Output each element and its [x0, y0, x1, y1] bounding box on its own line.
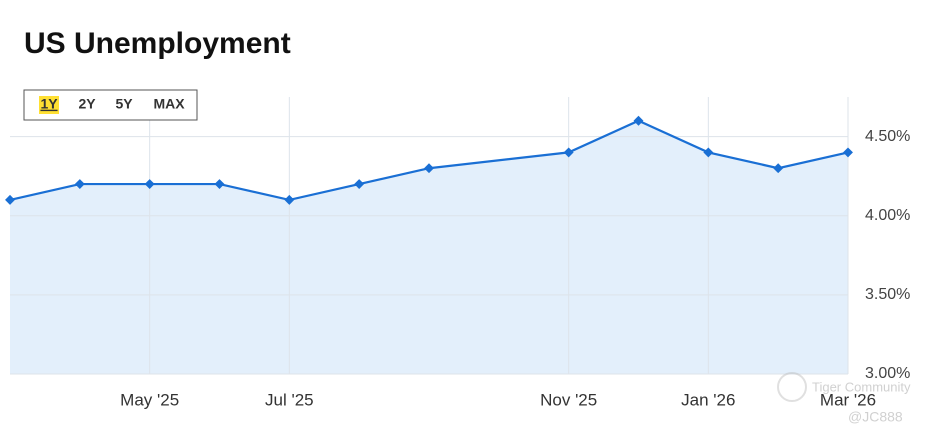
data-point: [633, 115, 644, 126]
watermark-handle: @JC888: [848, 409, 903, 425]
range-button[interactable]: 2Y: [78, 96, 96, 112]
watermark-logo: [777, 372, 807, 402]
y-tick-label: 3.50%: [865, 286, 910, 303]
data-point: [74, 179, 85, 190]
data-point: [5, 194, 15, 205]
plot-area: 3.00% 3.50% 4.00% 4.50% May '25 Jul '25 Nov '2…: [5, 97, 910, 409]
data-point: [703, 147, 714, 158]
data-point: [773, 163, 784, 174]
x-tick-label: Jan '26: [681, 390, 735, 409]
x-tick-label: Jul '25: [265, 390, 314, 409]
chart-title: US Unemployment: [24, 27, 291, 60]
range-highlight: [39, 96, 59, 114]
data-point: [144, 179, 155, 190]
y-tick-label: 4.50%: [865, 128, 910, 145]
watermark-text: Tiger Community: [812, 379, 911, 394]
range-button[interactable]: MAX: [153, 96, 185, 112]
area: [10, 120, 848, 374]
x-tick-label: Nov '25: [540, 390, 597, 409]
data-point: [354, 179, 365, 190]
range-button[interactable]: 1Y: [40, 96, 58, 112]
x-tick-label: May '25: [120, 390, 179, 409]
range-buttons: 1Y 2Y 5Y MAX: [39, 96, 185, 114]
data-point: [843, 147, 853, 158]
data-point: [214, 179, 225, 190]
watermark: Tiger Community @JC888: [777, 372, 911, 425]
range-button[interactable]: 5Y: [115, 96, 133, 112]
y-tick-label: 4.00%: [865, 207, 910, 224]
y-tick-label: 3.00%: [865, 365, 910, 382]
data-point: [563, 147, 574, 158]
line: [9, 119, 849, 202]
data-point: [424, 163, 434, 174]
data-point: [284, 194, 295, 205]
x-tick-label: Mar '26: [820, 390, 876, 409]
